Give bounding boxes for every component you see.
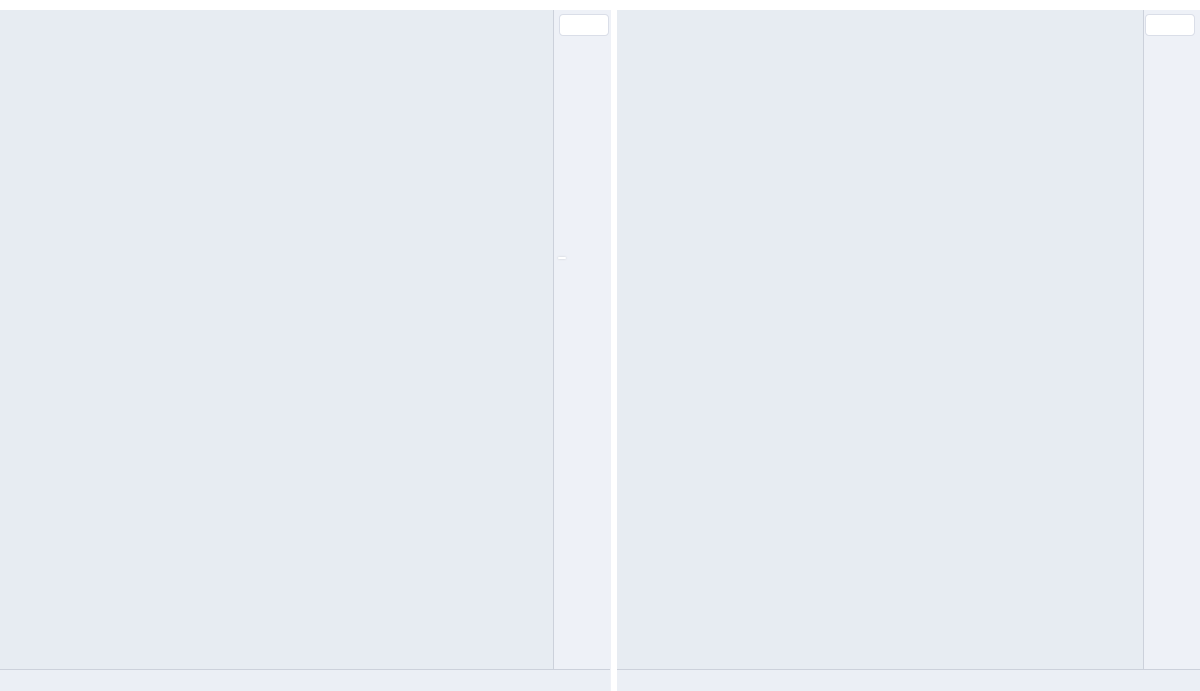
bar-countdown [558, 259, 566, 263]
price-axis-right-panel[interactable] [1143, 10, 1200, 691]
chart-panel-altcoin [617, 10, 1200, 691]
chart-panel-bitcoin [0, 10, 611, 691]
currency-toggle-usd-right[interactable] [1145, 14, 1195, 36]
time-axis-right-panel[interactable] [617, 669, 1200, 691]
last-price-value [558, 257, 566, 259]
price-axis-left-panel[interactable] [553, 10, 611, 691]
time-axis-left-panel[interactable] [0, 669, 610, 691]
currency-toggle-usd-left[interactable] [559, 14, 609, 36]
last-price-tag [558, 257, 566, 263]
